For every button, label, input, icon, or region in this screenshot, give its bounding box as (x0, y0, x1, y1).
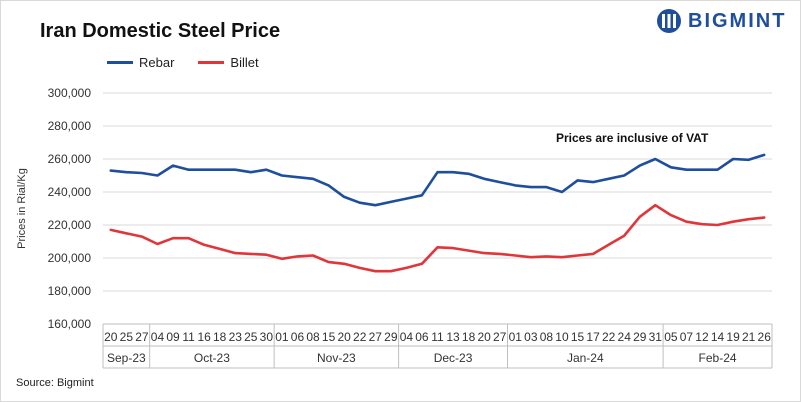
x-tick-label: 21 (742, 330, 756, 344)
month-label: Nov-23 (317, 351, 356, 365)
x-tick-label: 17 (586, 330, 600, 344)
x-tick-label: 30 (260, 330, 274, 344)
chart-title: Iran Domestic Steel Price (40, 20, 281, 42)
y-tick-label: 280,000 (48, 119, 92, 133)
x-tick-label: 15 (571, 330, 585, 344)
x-tick-label: 16 (197, 330, 211, 344)
x-tick-label: 23 (229, 330, 243, 344)
x-tick-label: 26 (758, 330, 772, 344)
x-tick-label: 09 (166, 330, 180, 344)
x-tick-label: 27 (369, 330, 383, 344)
x-tick-label: 01 (275, 330, 289, 344)
x-tick-label: 25 (244, 330, 258, 344)
x-tick-label: 20 (104, 330, 118, 344)
x-tick-label: 18 (213, 330, 227, 344)
x-tick-label: 31 (649, 330, 663, 344)
y-tick-label: 260,000 (48, 152, 92, 166)
x-tick-label: 05 (664, 330, 678, 344)
legend-swatch-rebar (107, 61, 133, 64)
x-tick-label: 11 (182, 330, 195, 344)
x-tick-label: 08 (306, 330, 320, 344)
source-note: Source: Bigmint (16, 377, 94, 389)
y-tick-label: 160,000 (48, 317, 92, 331)
x-tick-label: 12 (695, 330, 709, 344)
legend-label-rebar: Rebar (139, 55, 175, 70)
series-line-billet (109, 203, 766, 273)
x-tick-label: 22 (353, 330, 367, 344)
x-tick-label: 11 (431, 330, 444, 344)
legend-swatch-billet (198, 61, 225, 64)
x-tick-label: 04 (151, 330, 165, 344)
legend-item-billet: Billet (198, 55, 259, 70)
bigmint-logo-icon (657, 9, 681, 33)
x-tick-label: 25 (120, 330, 134, 344)
x-tick-label: 13 (446, 330, 460, 344)
brand-logo: BIGMINT (656, 8, 786, 34)
x-tick-label: 03 (524, 330, 538, 344)
series-line-rebar (109, 153, 766, 207)
x-tick-label: 06 (291, 330, 305, 344)
x-tick-label: 20 (477, 330, 491, 344)
y-tick-label: 240,000 (48, 185, 92, 199)
month-label: Jan-24 (567, 351, 604, 365)
x-tick-label: 22 (602, 330, 616, 344)
month-label: Dec-23 (434, 351, 473, 365)
x-tick-label: 10 (555, 330, 569, 344)
x-tick-label: 06 (415, 330, 429, 344)
x-tick-label: 29 (384, 330, 398, 344)
x-tick-label: 14 (711, 330, 725, 344)
y-axis-label: Prices in Rial/Kg (16, 168, 28, 249)
y-tick-label: 200,000 (48, 251, 92, 265)
x-tick-label: 18 (462, 330, 476, 344)
x-tick-label: 27 (135, 330, 149, 344)
brand-name: BIGMINT (688, 9, 787, 32)
x-tick-label: 19 (726, 330, 740, 344)
x-tick-label: 04 (400, 330, 414, 344)
x-tick-label: 07 (680, 330, 694, 344)
month-label: Oct-23 (194, 351, 230, 365)
month-label: Feb-24 (699, 351, 737, 365)
legend-item-rebar: Rebar (107, 55, 174, 70)
x-tick-label: 29 (633, 330, 647, 344)
legend: Rebar Billet (107, 55, 283, 70)
vat-annotation: Prices are inclusive of VAT (556, 131, 709, 145)
legend-label-billet: Billet (230, 55, 259, 70)
y-tick-label: 300,000 (48, 86, 92, 100)
y-tick-label: 180,000 (48, 284, 92, 298)
x-tick-label: 08 (540, 330, 554, 344)
x-tick-label: 15 (322, 330, 336, 344)
month-label: Sep-23 (107, 351, 146, 365)
x-tick-label: 24 (618, 330, 632, 344)
x-tick-label: 27 (493, 330, 507, 344)
x-tick-label: 20 (337, 330, 351, 344)
x-tick-label: 01 (509, 330, 523, 344)
y-tick-label: 220,000 (48, 218, 92, 232)
